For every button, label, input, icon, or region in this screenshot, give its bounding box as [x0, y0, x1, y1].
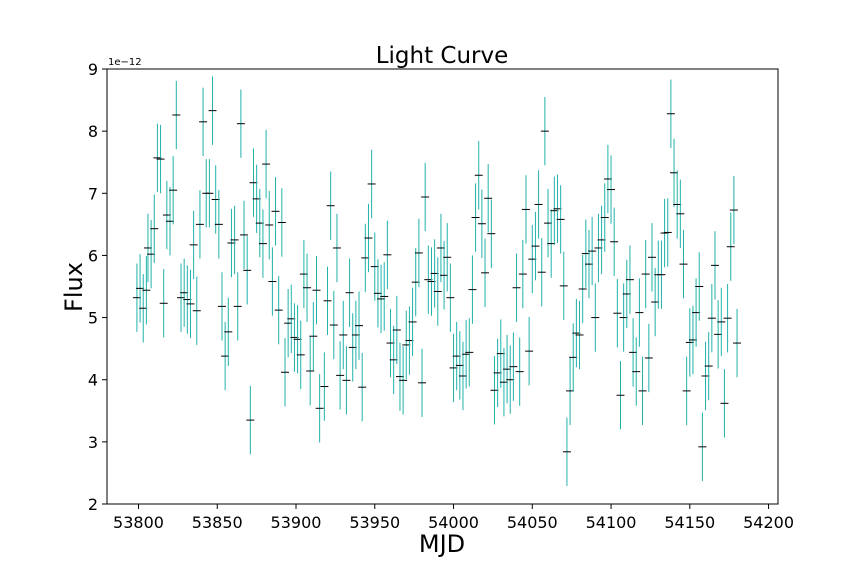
y-tick-label: 5 [88, 309, 98, 328]
plot-area [132, 76, 742, 486]
x-axis-label: MJD [419, 530, 465, 558]
offset-label: 1e−12 [108, 57, 142, 68]
y-tick-label: 6 [88, 246, 98, 265]
x-tick-label: 53800 [113, 513, 164, 532]
x-tick-label: 54050 [507, 513, 558, 532]
y-tick-label: 4 [88, 371, 98, 390]
x-tick-label: 53850 [192, 513, 243, 532]
x-tick-label: 53950 [349, 513, 400, 532]
chart-title: Light Curve [376, 43, 509, 69]
y-tick-label: 3 [88, 433, 98, 452]
x-tick-label: 54100 [586, 513, 637, 532]
y-tick-label: 9 [88, 60, 98, 79]
x-tick-label: 53900 [271, 513, 322, 532]
y-tick-label: 7 [88, 184, 98, 203]
x-tick-label: 54200 [743, 513, 794, 532]
x-tick-label: 54000 [428, 513, 479, 532]
y-tick-label: 8 [88, 122, 98, 141]
x-tick-label: 54150 [664, 513, 715, 532]
axes-frame [106, 68, 779, 505]
y-axis-label: Flux [60, 262, 88, 312]
y-tick-label: 2 [88, 495, 98, 514]
